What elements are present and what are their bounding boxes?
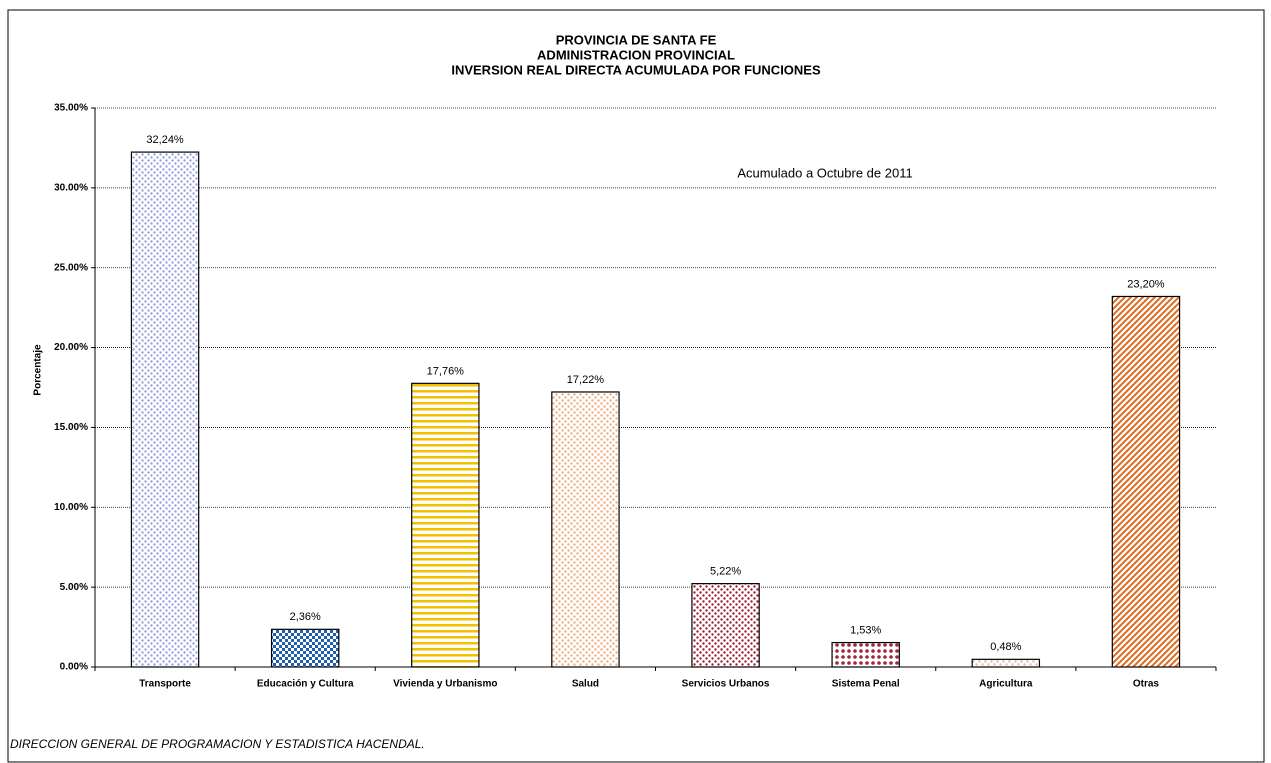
- y-tick-label: 0.00%: [60, 662, 88, 673]
- x-tick-label: Agricultura: [979, 679, 1033, 690]
- chart-frame: [7, 9, 1265, 763]
- x-tick-label: Otras: [1133, 679, 1160, 690]
- data-label: 17,22%: [567, 374, 605, 386]
- chart-title: ADMINISTRACION PROVINCIAL: [537, 47, 735, 62]
- bar: [971, 658, 1041, 668]
- bar: [1111, 295, 1181, 668]
- y-tick-label: 35.00%: [54, 103, 88, 114]
- data-label: 5,22%: [710, 566, 741, 578]
- chart-title: PROVINCIA DE SANTA FE: [556, 32, 717, 47]
- data-label: 0,48%: [990, 641, 1021, 653]
- y-axis-title: Porcentaje: [33, 344, 44, 396]
- y-tick-label: 15.00%: [54, 422, 88, 433]
- chart-title: INVERSION REAL DIRECTA ACUMULADA POR FUN…: [451, 62, 821, 77]
- bar: [691, 583, 760, 668]
- y-tick-label: 25.00%: [54, 262, 88, 273]
- data-label: 23,20%: [1127, 278, 1165, 290]
- data-label: 17,76%: [427, 365, 465, 377]
- y-tick-label: 30.00%: [54, 182, 88, 193]
- data-label: 32,24%: [146, 134, 184, 146]
- annotation: Acumulado a Octubre de 2011: [737, 165, 912, 180]
- bar: [411, 382, 480, 668]
- y-tick-label: 10.00%: [54, 502, 88, 513]
- bar: [130, 151, 200, 668]
- data-label: 2,36%: [290, 611, 321, 623]
- x-tick-label: Transporte: [139, 679, 191, 690]
- bar: [551, 391, 620, 668]
- x-tick-label: Educación y Cultura: [257, 679, 354, 690]
- bar: [831, 641, 900, 668]
- x-tick-label: Salud: [572, 679, 599, 690]
- footer: DIRECCION GENERAL DE PROGRAMACION Y ESTA…: [10, 737, 425, 751]
- y-tick-label: 20.00%: [54, 342, 88, 353]
- data-label: 1,53%: [850, 624, 881, 636]
- y-tick-label: 5.00%: [60, 582, 88, 593]
- bar: [270, 628, 340, 668]
- x-tick-label: Servicios Urbanos: [682, 679, 770, 690]
- x-tick-label: Sistema Penal: [832, 679, 900, 690]
- x-tick-label: Vivienda y Urbanismo: [393, 679, 497, 690]
